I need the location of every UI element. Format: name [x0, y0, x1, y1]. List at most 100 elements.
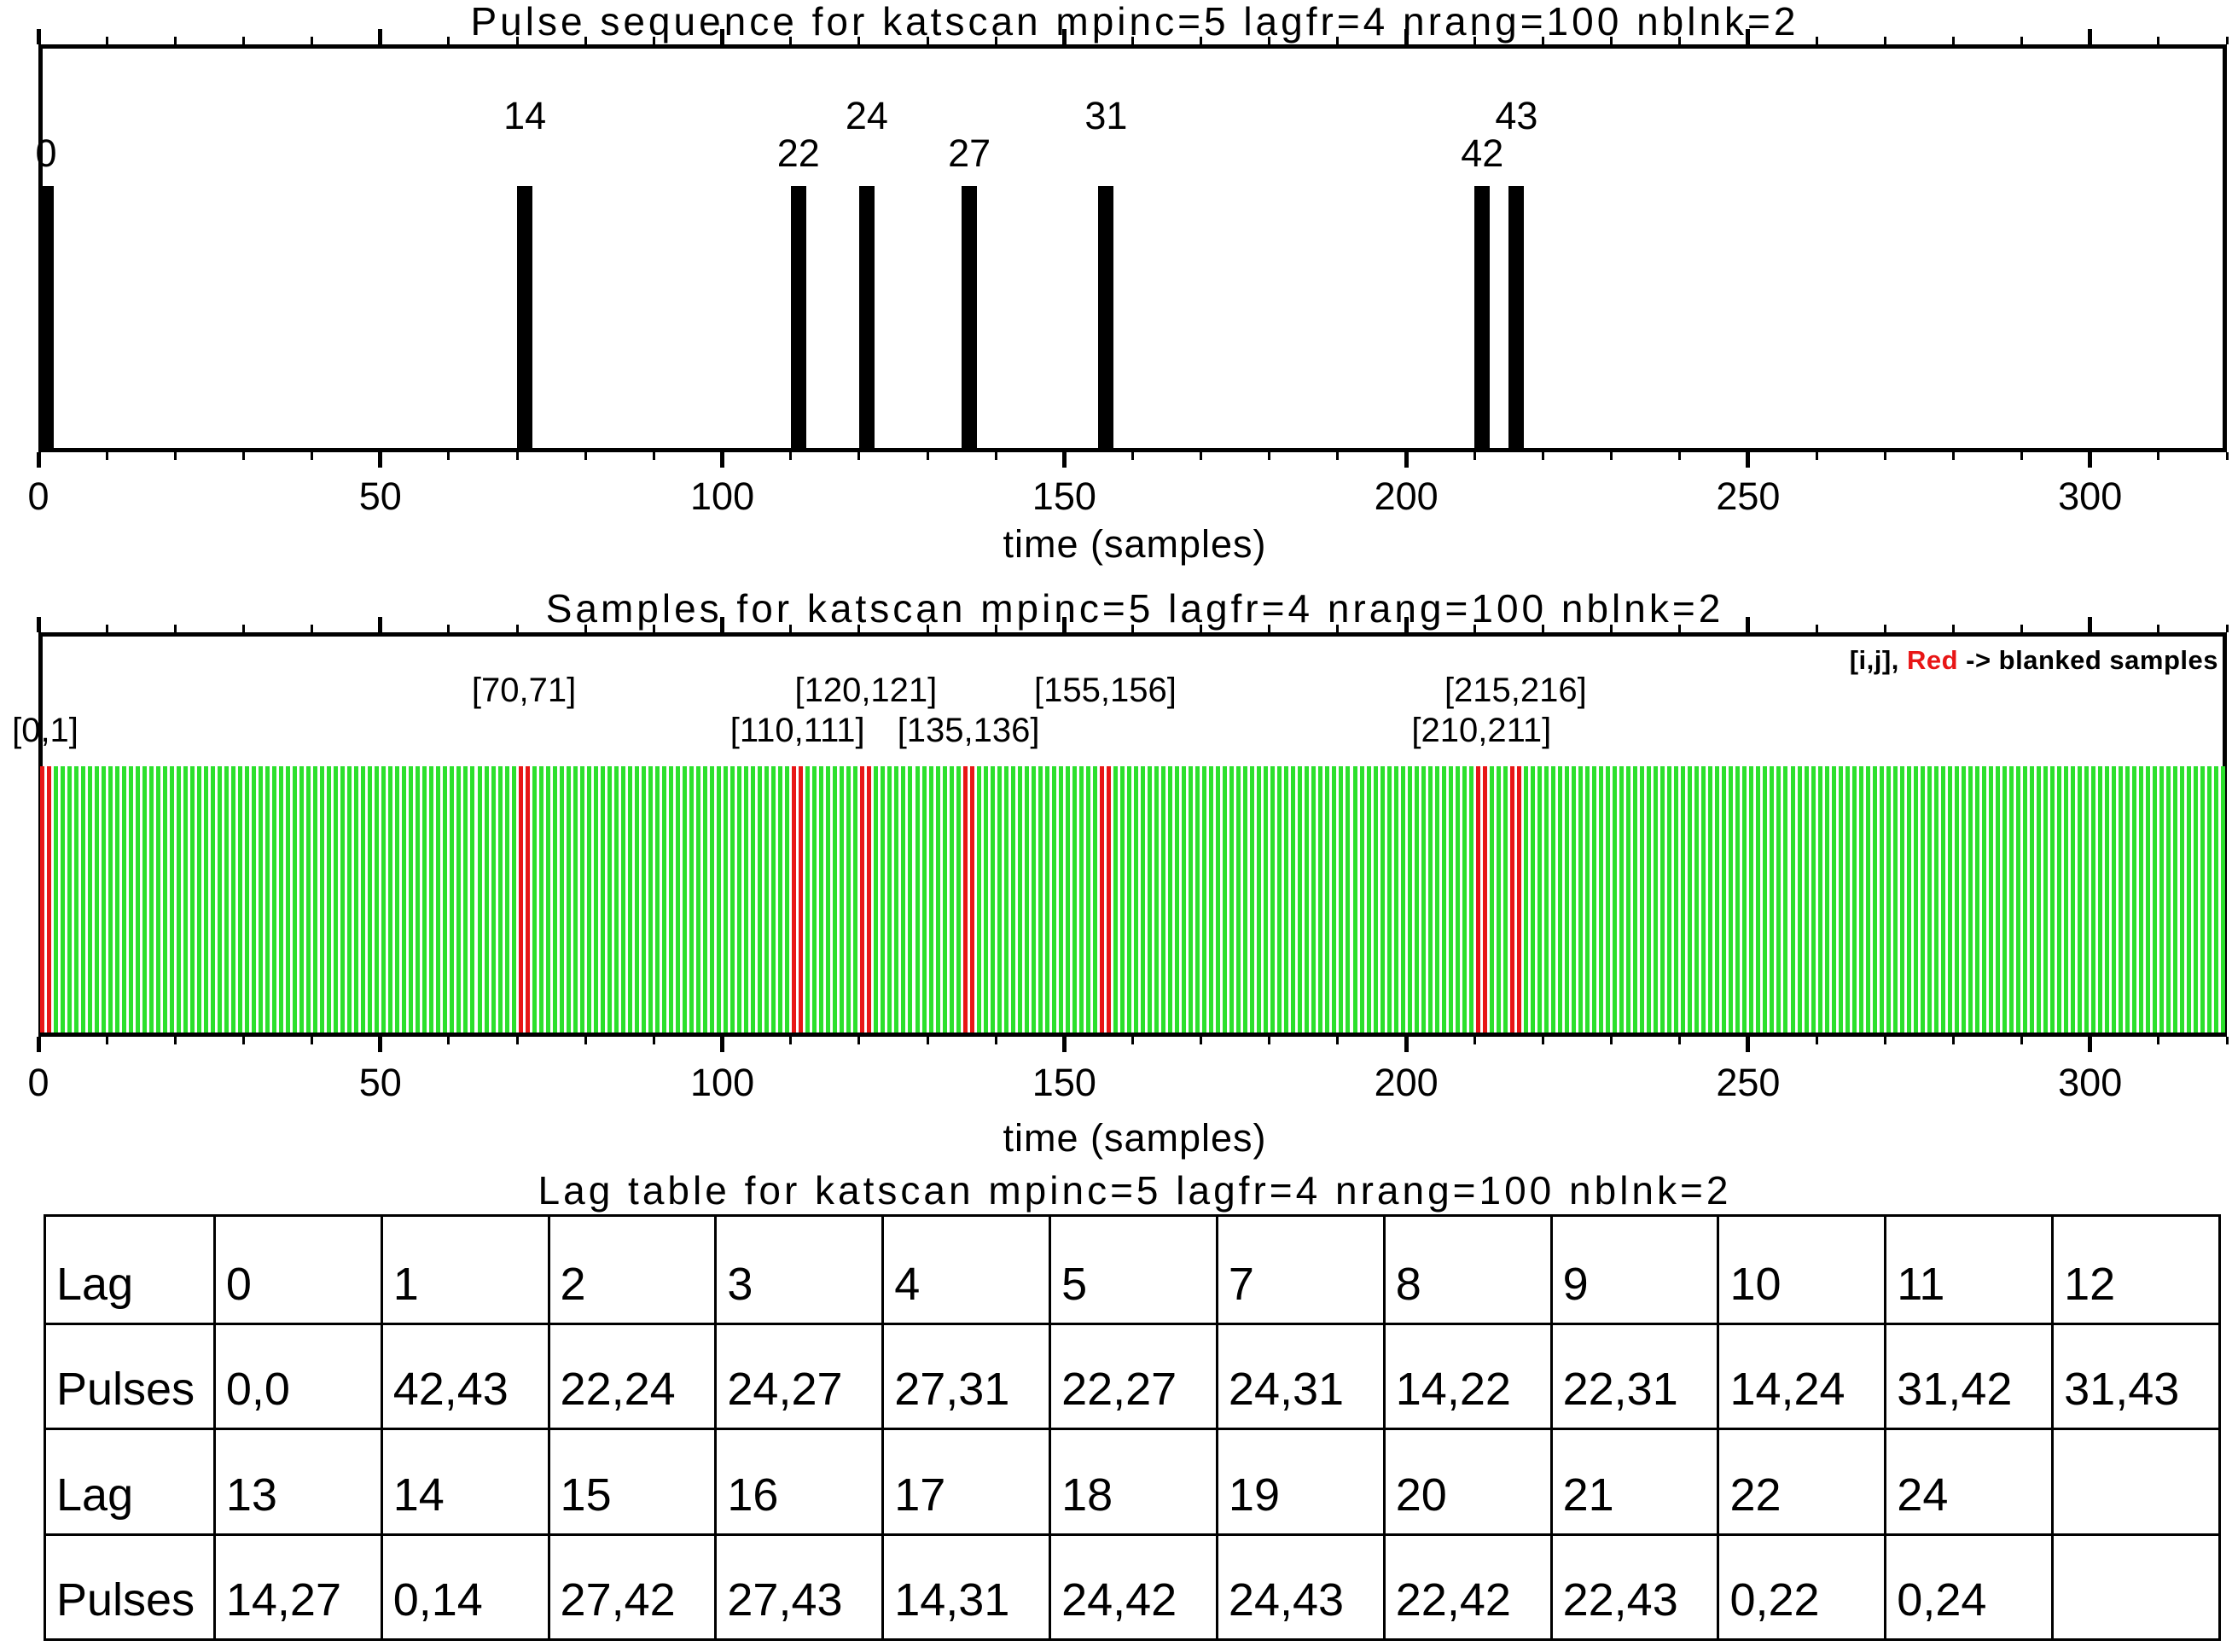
lag-table-header-cell: Pulses: [46, 1322, 213, 1428]
sample-bar: [1961, 766, 1966, 1032]
x-tick: [1200, 37, 1203, 44]
x-tick: [1473, 1037, 1476, 1044]
lag-table-cell: [2051, 1428, 2218, 1533]
lag-table-cell-text: 0,24: [1897, 1574, 1987, 1626]
x-tick: [311, 37, 314, 44]
x-tick-label: 150: [1032, 1061, 1096, 1104]
x-tick: [789, 1037, 793, 1044]
blanked-sample-bar: [46, 766, 51, 1032]
sample-bar: [456, 766, 462, 1032]
sample-bar: [497, 766, 503, 1032]
sample-bar: [1640, 766, 1645, 1032]
lag-table-cell: 21: [1549, 1428, 1718, 1533]
pulse-bar: [38, 186, 54, 448]
lag-table-cell: 14,31: [881, 1533, 1049, 1638]
sample-bar: [1543, 766, 1549, 1032]
sample-bar: [2057, 766, 2062, 1032]
sample-bar: [1373, 766, 1378, 1032]
sample-bar: [2043, 766, 2049, 1032]
sample-bar: [1332, 766, 1337, 1032]
lag-table-cell: 1: [380, 1217, 548, 1323]
sample-bar: [1851, 766, 1857, 1032]
x-tick: [1541, 625, 1544, 632]
sample-bar: [1414, 766, 1419, 1032]
sample-bar: [1940, 766, 1945, 1032]
sample-bar: [1647, 766, 1652, 1032]
x-tick: [311, 625, 314, 632]
lag-table-cell-text: 9: [1562, 1258, 1589, 1310]
sample-bar: [422, 766, 427, 1032]
x-tick: [2157, 625, 2160, 632]
sample-bar: [1879, 766, 1884, 1032]
lag-table-cell-text: 24: [1897, 1469, 1949, 1521]
samples-plot-title: Samples for katscan mpinc=5 lagfr=4 nran…: [545, 586, 1724, 631]
x-tick: [584, 452, 587, 460]
sample-bar: [1092, 766, 1097, 1032]
x-tick: [1678, 37, 1682, 44]
sample-bar: [1749, 766, 1754, 1032]
sample-bar: [80, 766, 85, 1032]
x-tick: [1200, 452, 1203, 460]
lag-table-cell-text: 14: [392, 1469, 445, 1521]
x-tick: [1200, 1037, 1203, 1044]
x-tick: [1473, 37, 1476, 44]
x-tick-label: 50: [358, 474, 402, 518]
sample-bar: [2173, 766, 2178, 1032]
lag-table-cell-text: Lag: [56, 1469, 134, 1521]
sample-bar: [819, 766, 824, 1032]
x-tick: [1061, 617, 1067, 632]
x-tick: [2020, 1037, 2024, 1044]
sample-bar: [504, 766, 509, 1032]
sample-bar: [730, 766, 735, 1032]
lag-table-cell-text: 27,43: [727, 1574, 843, 1626]
sample-bar: [2119, 766, 2124, 1032]
lag-table-cell: 24,43: [1215, 1533, 1383, 1638]
sample-bar: [908, 766, 913, 1032]
sample-bar: [641, 766, 646, 1032]
pulse-label: 43: [1495, 94, 1538, 137]
x-tick: [1541, 1037, 1544, 1044]
sample-bar: [2180, 766, 2185, 1032]
x-tick: [1883, 625, 1886, 632]
sample-bar: [217, 766, 222, 1032]
lag-table-cell: 22,24: [547, 1322, 715, 1428]
x-tick-label: 200: [1374, 474, 1439, 518]
sample-bar: [1421, 766, 1426, 1032]
pulse-bar: [858, 186, 875, 448]
lag-table-cell-text: 42,43: [392, 1364, 509, 1415]
sample-bar: [1865, 766, 1870, 1032]
sample-bar: [1189, 766, 1194, 1032]
x-tick-label: 300: [2058, 1061, 2123, 1104]
sample-bar: [2030, 766, 2035, 1032]
sample-bar: [1694, 766, 1700, 1032]
x-tick: [105, 625, 108, 632]
samples-legend: [i,j], Red -> blanked samples: [1850, 645, 2218, 676]
sample-bar: [1572, 766, 1576, 1032]
lag-table-cell: 16: [714, 1428, 882, 1533]
blanked-sample-bar: [1516, 766, 1521, 1032]
x-tick: [105, 1037, 108, 1044]
sample-bar: [668, 766, 673, 1032]
sample-bar: [1250, 766, 1255, 1032]
sample-bar: [1407, 766, 1412, 1032]
x-tick-label: 50: [358, 1061, 402, 1104]
x-tick: [1678, 452, 1682, 460]
lag-table-cell-text: 27,42: [560, 1574, 676, 1626]
sample-bar: [1688, 766, 1693, 1032]
sample-bar: [915, 766, 920, 1032]
sample-bar: [2139, 766, 2144, 1032]
x-tick-label: 100: [690, 1061, 755, 1104]
sample-bar: [764, 766, 770, 1032]
x-tick: [652, 37, 655, 44]
sample-bar: [409, 766, 414, 1032]
sample-bar: [306, 766, 311, 1032]
sample-pair-label: [210,211]: [1411, 712, 1552, 749]
sample-bar: [675, 766, 680, 1032]
sample-bar: [710, 766, 715, 1032]
sample-bar: [203, 766, 208, 1032]
sample-bar: [470, 766, 475, 1032]
x-tick: [857, 37, 861, 44]
sample-bar: [1811, 766, 1816, 1032]
sample-bar: [1161, 766, 1166, 1032]
lag-table-cell: 14: [380, 1428, 548, 1533]
